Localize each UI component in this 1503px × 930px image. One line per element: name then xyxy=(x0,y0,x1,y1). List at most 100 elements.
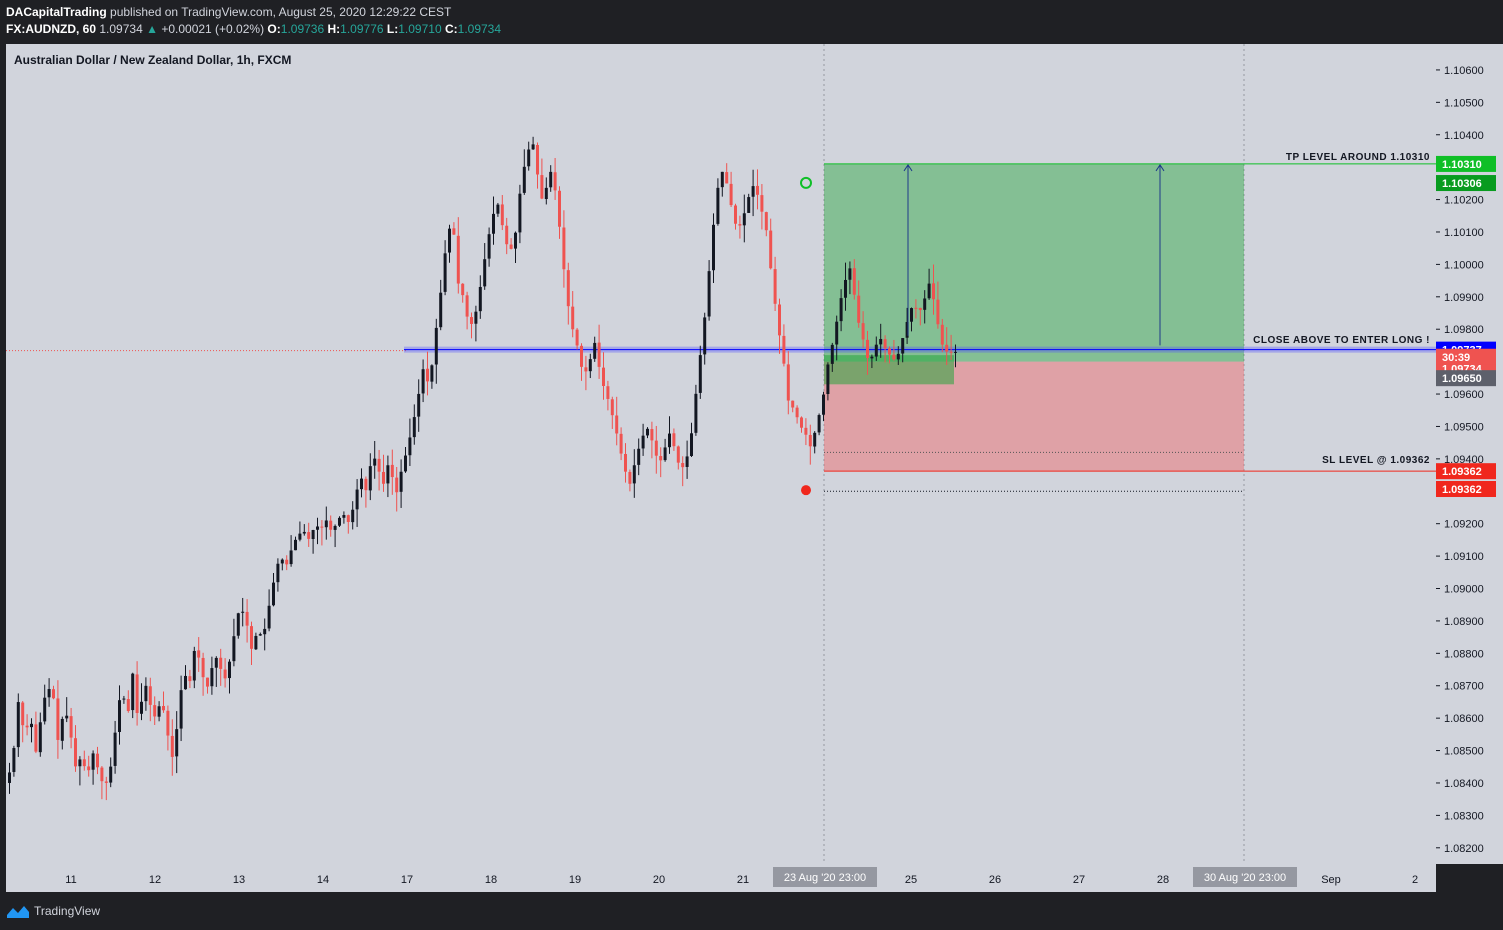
symbol-label[interactable]: FX:AUDNZD, 60 xyxy=(6,22,97,36)
candle-body xyxy=(866,339,869,359)
candle-body xyxy=(395,477,399,493)
candle-body xyxy=(663,447,667,461)
time-tick-label: 20 xyxy=(653,874,665,886)
candle-body xyxy=(474,311,478,324)
price-tick-label: 1.08200 xyxy=(1444,843,1484,855)
entry-annotation: CLOSE ABOVE TO ENTER LONG ! xyxy=(1253,335,1430,346)
candle-body xyxy=(593,342,597,359)
price-tick-label: 1.08800 xyxy=(1444,648,1484,660)
candle-body xyxy=(813,432,817,447)
candle-body xyxy=(21,702,25,726)
time-axis-canvas[interactable]: 111213141718192021242526272831Sep223 Aug… xyxy=(6,864,1436,892)
candle-body xyxy=(232,636,236,662)
candle-body xyxy=(113,732,117,766)
candle-body xyxy=(927,283,931,299)
candle-body xyxy=(324,520,328,528)
candle-body xyxy=(936,299,940,325)
time-tick-label: 25 xyxy=(905,874,917,886)
candle-body xyxy=(60,718,64,741)
time-tick-label: 13 xyxy=(233,874,245,886)
cursor-price-badge: 1.09650 xyxy=(1436,370,1496,387)
price-tick-label: 1.10100 xyxy=(1444,227,1484,239)
chart-header: DACapitalTrading published on TradingVie… xyxy=(0,0,1503,44)
candle-body xyxy=(478,286,482,312)
tradingview-logo-icon[interactable] xyxy=(6,903,30,922)
candle-body xyxy=(483,259,487,287)
candle-body xyxy=(848,268,852,280)
sl-line-price-badge: 1.09362 xyxy=(1436,463,1496,480)
candle-body xyxy=(522,166,526,193)
candle-body xyxy=(456,235,460,284)
candle-body xyxy=(404,455,407,472)
price-tick-label: 1.09000 xyxy=(1444,584,1484,596)
sl-annotation: SL LEVEL @ 1.09362 xyxy=(1322,455,1430,466)
candle-body xyxy=(597,342,601,367)
candle-body xyxy=(720,171,724,188)
candle-body xyxy=(52,689,55,699)
price-axis[interactable]: 1.106001.105001.104001.103001.102001.101… xyxy=(1436,44,1503,864)
candle-body xyxy=(122,698,126,700)
candle-body xyxy=(584,367,588,372)
candle-body xyxy=(487,234,491,259)
candle-body xyxy=(707,271,711,317)
candle-body xyxy=(373,458,377,466)
candle-body xyxy=(254,635,258,650)
candle-body xyxy=(16,702,20,748)
candle-body xyxy=(896,353,900,360)
candle-body xyxy=(932,283,935,300)
chart-title: Australian Dollar / New Zealand Dollar, … xyxy=(14,53,292,67)
countdown-badge-bg xyxy=(1436,348,1496,365)
candle-body xyxy=(69,716,73,738)
candle-body xyxy=(74,738,77,767)
candle-body xyxy=(382,471,385,484)
time-axis[interactable]: 111213141718192021242526272831Sep223 Aug… xyxy=(6,864,1436,892)
candle-body xyxy=(826,364,830,394)
candle-body xyxy=(786,364,790,401)
candle-body xyxy=(206,677,209,687)
candle-body xyxy=(100,767,104,782)
author-name[interactable]: DACapitalTrading xyxy=(6,5,107,19)
chart-canvas[interactable] xyxy=(6,44,1436,864)
up-arrow-icon: ▲ xyxy=(146,22,158,36)
candle-body xyxy=(835,321,839,345)
time-tick-label: 11 xyxy=(65,874,76,886)
time-tick-label: 27 xyxy=(1073,874,1085,886)
candle-body xyxy=(162,706,165,711)
candle-body xyxy=(914,307,918,309)
candle-body xyxy=(333,525,337,530)
candle-body xyxy=(940,324,944,345)
candle-body xyxy=(760,195,764,212)
chart-plot-area[interactable]: Australian Dollar / New Zealand Dollar, … xyxy=(6,44,1436,864)
candle-body xyxy=(874,344,878,357)
ohlc-legend: FX:AUDNZD, 60 1.09734 ▲ +0.00021 (+0.02%… xyxy=(6,22,501,36)
candle-body xyxy=(43,697,47,722)
candle-body xyxy=(157,706,161,717)
candle-body xyxy=(888,348,891,355)
price-tick-label: 1.10600 xyxy=(1444,65,1484,77)
candle-body xyxy=(575,329,579,346)
candle-body xyxy=(668,433,671,448)
candle-body xyxy=(610,399,614,416)
tp-line-price-badge-text: 1.10310 xyxy=(1442,159,1482,171)
candle-body xyxy=(500,204,504,226)
profit-zone xyxy=(824,163,1244,362)
footer: TradingView xyxy=(0,893,1503,930)
time-tick-label: 14 xyxy=(317,874,329,886)
candle-body xyxy=(637,448,641,465)
time-tick-label: 28 xyxy=(1157,874,1169,886)
close-label: C: xyxy=(444,22,458,36)
target-arrow-head-icon xyxy=(1155,164,1165,172)
candle-body xyxy=(527,149,531,167)
price-tick-label: 1.09500 xyxy=(1444,421,1484,433)
price-axis-canvas[interactable]: 1.106001.105001.104001.103001.102001.101… xyxy=(1436,44,1503,864)
sl-price-badge: 1.09362 xyxy=(1436,481,1496,498)
candle-body xyxy=(430,365,434,382)
price-tick-label: 1.10500 xyxy=(1444,97,1484,109)
candle-body xyxy=(417,393,421,417)
tradingview-brand[interactable]: TradingView xyxy=(34,904,101,918)
candle-body xyxy=(25,725,29,728)
high-label: H: xyxy=(327,22,341,36)
candle-body xyxy=(377,458,381,472)
tp-line-price-badge: 1.10310 xyxy=(1436,155,1496,172)
candle-body xyxy=(650,429,654,441)
